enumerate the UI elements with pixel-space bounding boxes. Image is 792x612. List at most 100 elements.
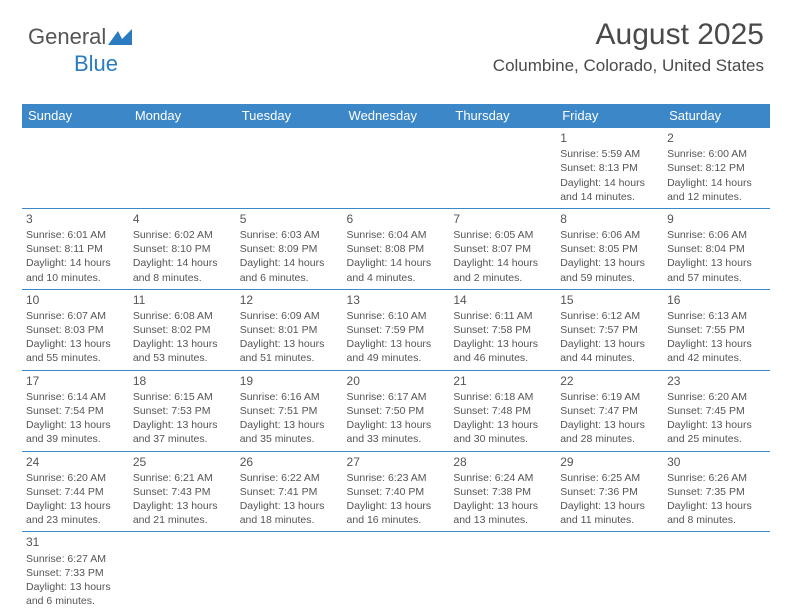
daylight-text: and 11 minutes. [560,513,659,527]
day-number: 12 [240,292,339,308]
calendar-day-cell: 29Sunrise: 6:25 AMSunset: 7:36 PMDayligh… [556,451,663,532]
day-number: 10 [26,292,125,308]
sunrise-text: Sunrise: 6:19 AM [560,390,659,404]
daylight-text: Daylight: 13 hours [347,418,446,432]
calendar-day-cell [556,532,663,612]
sunrise-text: Sunrise: 6:18 AM [453,390,552,404]
calendar-day-cell: 3Sunrise: 6:01 AMSunset: 8:11 PMDaylight… [22,208,129,289]
sunrise-text: Sunrise: 6:14 AM [26,390,125,404]
sunset-text: Sunset: 7:59 PM [347,323,446,337]
daylight-text: and 10 minutes. [26,271,125,285]
col-tuesday: Tuesday [236,104,343,128]
sunset-text: Sunset: 7:57 PM [560,323,659,337]
day-number: 19 [240,373,339,389]
calendar-day-cell: 17Sunrise: 6:14 AMSunset: 7:54 PMDayligh… [22,370,129,451]
sunset-text: Sunset: 7:44 PM [26,485,125,499]
sunrise-text: Sunrise: 5:59 AM [560,147,659,161]
sunset-text: Sunset: 7:43 PM [133,485,232,499]
day-number: 14 [453,292,552,308]
calendar-day-cell [236,128,343,209]
calendar-day-cell: 12Sunrise: 6:09 AMSunset: 8:01 PMDayligh… [236,289,343,370]
sunrise-text: Sunrise: 6:10 AM [347,309,446,323]
daylight-text: and 49 minutes. [347,351,446,365]
sunset-text: Sunset: 7:41 PM [240,485,339,499]
daylight-text: Daylight: 14 hours [26,256,125,270]
logo-text-2: Blue [74,51,118,76]
daylight-text: and 2 minutes. [453,271,552,285]
day-number: 31 [26,534,125,550]
calendar-week-row: 10Sunrise: 6:07 AMSunset: 8:03 PMDayligh… [22,289,770,370]
daylight-text: and 16 minutes. [347,513,446,527]
calendar-day-cell: 28Sunrise: 6:24 AMSunset: 7:38 PMDayligh… [449,451,556,532]
calendar-day-cell: 7Sunrise: 6:05 AMSunset: 8:07 PMDaylight… [449,208,556,289]
calendar-day-cell: 8Sunrise: 6:06 AMSunset: 8:05 PMDaylight… [556,208,663,289]
day-number: 29 [560,454,659,470]
sunset-text: Sunset: 7:48 PM [453,404,552,418]
col-friday: Friday [556,104,663,128]
sunrise-text: Sunrise: 6:03 AM [240,228,339,242]
daylight-text: Daylight: 13 hours [453,337,552,351]
calendar-day-cell: 21Sunrise: 6:18 AMSunset: 7:48 PMDayligh… [449,370,556,451]
sunrise-text: Sunrise: 6:24 AM [453,471,552,485]
daylight-text: and 21 minutes. [133,513,232,527]
daylight-text: Daylight: 13 hours [26,580,125,594]
sunset-text: Sunset: 7:40 PM [347,485,446,499]
day-number: 16 [667,292,766,308]
day-number: 4 [133,211,232,227]
day-number: 24 [26,454,125,470]
day-number: 27 [347,454,446,470]
logo-text-1: General [28,24,106,49]
calendar-day-cell [449,128,556,209]
calendar-day-cell: 15Sunrise: 6:12 AMSunset: 7:57 PMDayligh… [556,289,663,370]
sunrise-text: Sunrise: 6:11 AM [453,309,552,323]
sunset-text: Sunset: 8:10 PM [133,242,232,256]
calendar-day-cell: 20Sunrise: 6:17 AMSunset: 7:50 PMDayligh… [343,370,450,451]
daylight-text: and 28 minutes. [560,432,659,446]
daylight-text: Daylight: 13 hours [26,418,125,432]
sunset-text: Sunset: 8:05 PM [560,242,659,256]
calendar-day-cell [343,532,450,612]
daylight-text: Daylight: 13 hours [133,499,232,513]
sunset-text: Sunset: 7:53 PM [133,404,232,418]
daylight-text: and 46 minutes. [453,351,552,365]
day-number: 1 [560,130,659,146]
calendar-day-cell: 26Sunrise: 6:22 AMSunset: 7:41 PMDayligh… [236,451,343,532]
calendar-table: Sunday Monday Tuesday Wednesday Thursday… [22,104,770,612]
day-number: 20 [347,373,446,389]
daylight-text: Daylight: 13 hours [667,418,766,432]
daylight-text: Daylight: 13 hours [133,418,232,432]
day-number: 9 [667,211,766,227]
sunrise-text: Sunrise: 6:05 AM [453,228,552,242]
calendar-day-cell: 19Sunrise: 6:16 AMSunset: 7:51 PMDayligh… [236,370,343,451]
logo-icon [108,25,132,51]
sunrise-text: Sunrise: 6:08 AM [133,309,232,323]
daylight-text: Daylight: 13 hours [133,337,232,351]
calendar-day-cell: 14Sunrise: 6:11 AMSunset: 7:58 PMDayligh… [449,289,556,370]
calendar-day-cell: 27Sunrise: 6:23 AMSunset: 7:40 PMDayligh… [343,451,450,532]
sunset-text: Sunset: 8:09 PM [240,242,339,256]
day-number: 6 [347,211,446,227]
calendar-day-cell: 16Sunrise: 6:13 AMSunset: 7:55 PMDayligh… [663,289,770,370]
sunset-text: Sunset: 7:50 PM [347,404,446,418]
sunrise-text: Sunrise: 6:20 AM [667,390,766,404]
daylight-text: and 44 minutes. [560,351,659,365]
daylight-text: Daylight: 14 hours [453,256,552,270]
daylight-text: and 4 minutes. [347,271,446,285]
sunrise-text: Sunrise: 6:00 AM [667,147,766,161]
daylight-text: and 25 minutes. [667,432,766,446]
daylight-text: and 14 minutes. [560,190,659,204]
day-number: 22 [560,373,659,389]
sunrise-text: Sunrise: 6:26 AM [667,471,766,485]
day-number: 2 [667,130,766,146]
sunrise-text: Sunrise: 6:13 AM [667,309,766,323]
day-number: 3 [26,211,125,227]
sunrise-text: Sunrise: 6:02 AM [133,228,232,242]
calendar-day-cell: 18Sunrise: 6:15 AMSunset: 7:53 PMDayligh… [129,370,236,451]
sunrise-text: Sunrise: 6:25 AM [560,471,659,485]
sunset-text: Sunset: 7:55 PM [667,323,766,337]
brand-logo: General Blue [28,24,132,77]
day-number: 18 [133,373,232,389]
sunrise-text: Sunrise: 6:09 AM [240,309,339,323]
daylight-text: Daylight: 13 hours [667,256,766,270]
daylight-text: Daylight: 14 hours [240,256,339,270]
